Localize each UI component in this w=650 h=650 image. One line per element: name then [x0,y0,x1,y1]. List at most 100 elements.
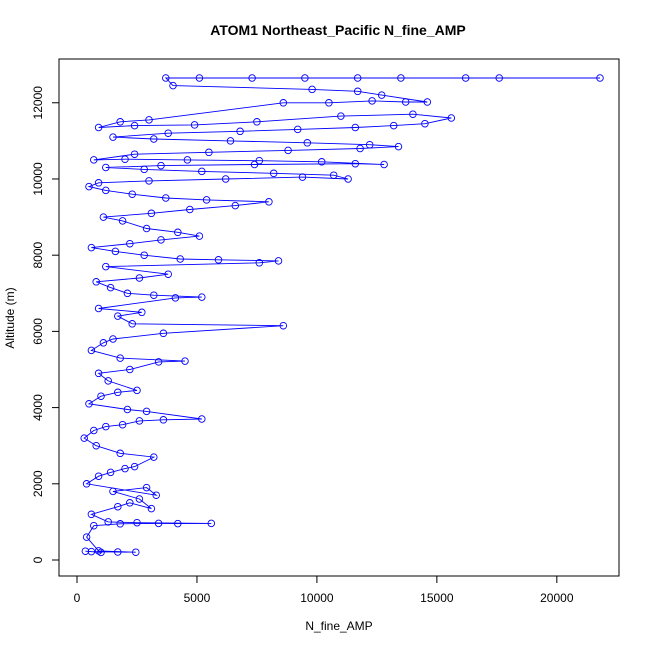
data-point [150,291,158,299]
data-point [147,209,156,218]
data-point [102,163,110,172]
data-point [226,137,235,145]
data-point [174,519,182,528]
data-point [174,228,182,237]
data-point [461,74,470,82]
data-point [221,175,230,183]
data-point [135,274,144,282]
data-point [116,449,124,458]
data-point [181,357,189,365]
data-point [231,201,240,210]
series-line [83,77,600,553]
data-point [99,213,108,221]
data-point [409,110,417,118]
x-tick-label: 5000 [184,591,211,605]
data-point [169,81,177,90]
data-point [114,548,122,556]
data-point [99,339,108,347]
data-point [102,186,110,195]
data-point [183,156,192,164]
data-point [114,388,122,397]
data-point [195,232,204,240]
data-point [269,169,278,178]
data-point [154,358,163,366]
data-point [128,190,136,198]
data-point [128,320,136,328]
data-point [90,156,98,164]
data-point [401,98,410,106]
data-point [118,217,127,225]
data-point [97,548,105,557]
data-point [85,182,93,191]
data-point [142,483,151,492]
data-point [104,518,112,526]
data-point [202,196,211,204]
x-tick-label: 15000 [420,591,454,605]
data-point [106,468,115,477]
data-point [90,521,98,530]
chart-title: ATOM1 Northeast_Pacific N_fine_AMP [210,22,465,38]
data-point [94,369,103,378]
data-point [195,74,204,82]
data-point [152,491,160,499]
data-point [198,167,206,176]
data-point [344,175,352,183]
data-point [94,123,103,132]
data-point [164,129,172,137]
data-point [123,405,132,414]
data-point [329,171,338,179]
data-point [159,329,168,338]
data-point [284,146,292,155]
y-tick-label: 12000 [31,86,45,120]
data-point [85,400,93,408]
data-point [325,99,333,107]
x-axis-label: N_fine_AMP [305,619,372,633]
data-point [102,422,110,431]
x-axis: 0 5000 10000 15000 20000 [74,575,574,605]
data-point [253,118,261,126]
data-point [80,434,88,442]
data-point [380,160,388,169]
data-point [236,127,244,136]
data-point [135,495,144,503]
data-point [145,116,153,124]
data-point [114,312,122,320]
data-point [140,165,148,174]
data-point [198,293,206,301]
x-tick-label: 20000 [540,591,574,605]
data-point [130,462,139,471]
data-point [94,472,103,480]
data-point [353,87,362,96]
data-point [87,547,96,556]
data-point [368,97,376,105]
data-point [121,155,129,163]
data-point [214,256,223,264]
data-point [154,519,163,528]
data-point [317,158,326,166]
data-point [298,173,307,181]
data-point [351,159,360,168]
y-axis: 0 2000 4000 6000 8000 10000 12000 [31,86,60,563]
data-point [159,416,168,424]
data-point [377,91,386,99]
y-axis-label: Altitude (m) [3,287,17,348]
data-point [92,441,100,450]
data-point [308,85,316,94]
data-point [162,194,170,202]
data-point [279,321,288,330]
data-point [87,510,96,519]
data-point [82,480,91,488]
data-point [92,278,100,286]
data-point [130,121,139,130]
data-point [303,139,312,147]
y-tick-label: 0 [31,556,45,563]
data-point [121,464,129,473]
data-point [495,74,503,82]
data-point [171,294,180,302]
data-point [164,270,172,278]
x-tick-label: 0 [74,591,81,605]
data-point [250,160,259,169]
y-tick-label: 2000 [31,470,45,497]
data-point [132,548,140,556]
